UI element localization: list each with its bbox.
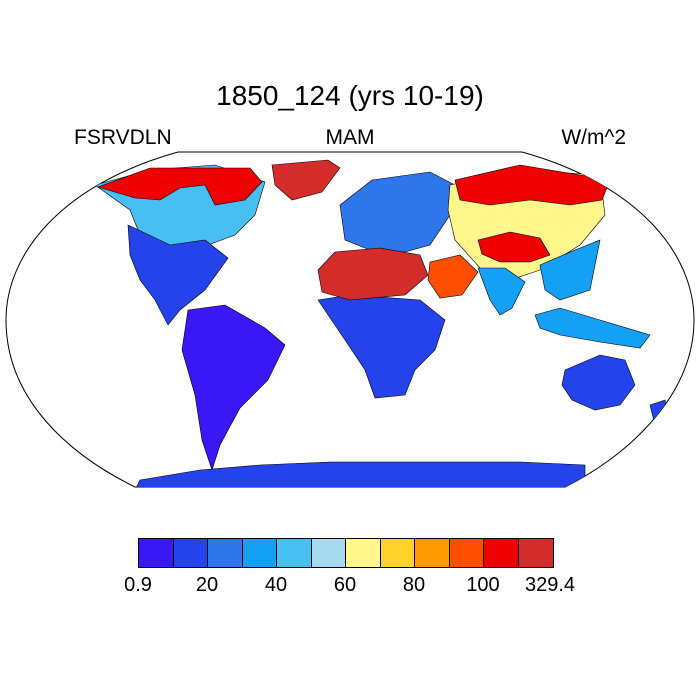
- region-sahara: [317, 247, 429, 301]
- colorbar: [138, 538, 554, 568]
- region-africa-south: [317, 294, 446, 399]
- region-siberia: [454, 164, 611, 206]
- season-label: MAM: [325, 126, 375, 149]
- colorbar-swatch: [346, 539, 381, 567]
- colorbar-tick-label: 20: [195, 574, 219, 596]
- colorbar-tick-label: 0.9: [124, 574, 152, 596]
- colorbar-tick-label: 40: [264, 574, 288, 596]
- colorbar-swatch: [277, 539, 312, 567]
- colorbar-swatch: [449, 539, 484, 567]
- colorbar-tick-label: 80: [402, 574, 426, 596]
- region-antarctica: [129, 461, 586, 487]
- colorbar-swatch: [484, 539, 519, 567]
- land-layer: [94, 159, 669, 487]
- region-tibet: [477, 231, 551, 263]
- colorbar-tick-label: 60: [333, 574, 357, 596]
- map-title: 1850_124 (yrs 10-19): [216, 80, 484, 111]
- region-south-america: [181, 304, 286, 471]
- colorbar-swatch: [173, 539, 208, 567]
- region-north-america-arctic: [97, 167, 263, 206]
- region-arabia: [427, 254, 479, 299]
- colorbar-swatch: [311, 539, 346, 567]
- colorbar-swatch: [139, 539, 174, 567]
- region-south-asia-islands: [534, 307, 651, 349]
- colorbar-tick-label: 100: [466, 574, 500, 596]
- region-greenland: [271, 159, 341, 201]
- region-south-asia: [477, 239, 601, 316]
- colorbar-swatch: [208, 539, 243, 567]
- region-north-america-south: [127, 224, 229, 326]
- colorbar-swatch: [415, 539, 450, 567]
- colorbar-swatch: [380, 539, 415, 567]
- colorbar-tick-label: 329.4: [524, 574, 576, 596]
- units-label: W/m^2: [561, 126, 626, 149]
- colorbar-swatch: [518, 539, 553, 567]
- region-europe: [339, 171, 456, 253]
- region-australia: [561, 354, 636, 411]
- colorbar-swatch: [242, 539, 277, 567]
- variable-label: FSRVDLN: [74, 126, 172, 149]
